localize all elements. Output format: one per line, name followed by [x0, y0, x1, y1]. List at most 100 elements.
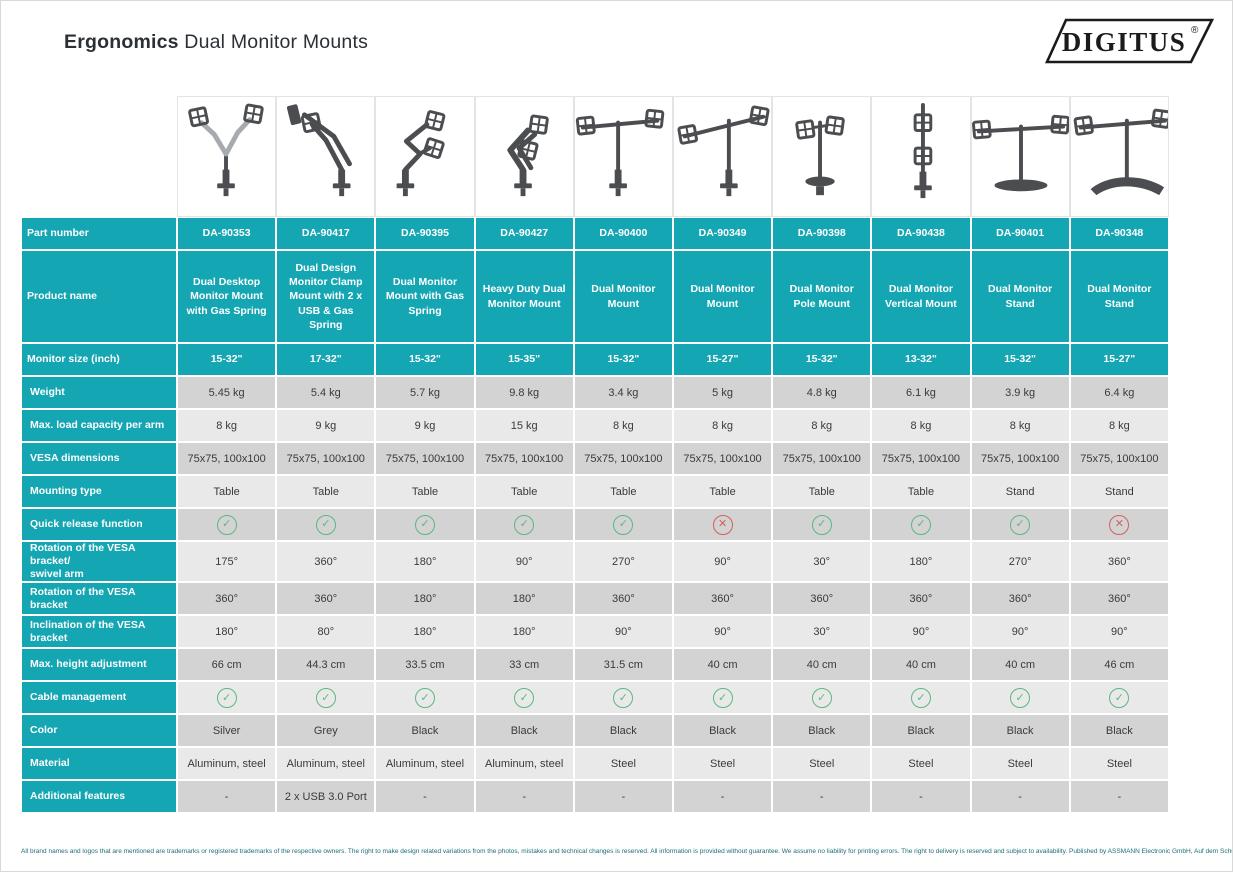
row-label-mounting: Mounting type	[21, 475, 178, 508]
cell-quick_release-DA-90353: ✓	[177, 508, 277, 541]
cell-height-DA-90400: 31.5 cm	[573, 648, 673, 682]
row-mounting: Mounting type Table Table Table Table Table Ta…	[21, 475, 1169, 508]
cell-material-DA-90401: Steel	[970, 747, 1070, 781]
cell-material-DA-90438: Steel	[871, 747, 971, 781]
row-rotation_swivel: Rotation of the VESA bracket/ swivel arm…	[21, 541, 1169, 583]
cell-vesa-DA-90395: 75x75, 100x100	[375, 442, 475, 475]
cell-product_name-DA-90395: Dual Monitor Mount with Gas Spring	[375, 250, 475, 343]
cell-rotation_swivel-DA-90401: 270°	[970, 541, 1070, 583]
cell-monitor_size-DA-90349: 15-27"	[672, 343, 773, 376]
cell-cable-DA-90353: ✓	[177, 681, 277, 715]
product-image-DA-90348	[1069, 96, 1169, 217]
cell-vesa-DA-90400: 75x75, 100x100	[573, 442, 673, 475]
cell-mounting-DA-90353: Table	[177, 475, 277, 508]
cell-monitor_size-DA-90400: 15-32"	[573, 343, 673, 376]
cell-max_load-DA-90427: 15 kg	[474, 409, 574, 442]
product-image-DA-90395	[375, 96, 475, 217]
cell-vesa-DA-90353: 75x75, 100x100	[177, 442, 277, 475]
cell-part_number-DA-90438: DA-90438	[871, 217, 971, 250]
cell-cable-DA-90401: ✓	[970, 681, 1070, 715]
product-image-DA-90438	[871, 96, 971, 217]
cell-color-DA-90400: Black	[573, 714, 673, 748]
cell-cable-DA-90438: ✓	[871, 681, 971, 715]
cell-monitor_size-DA-90395: 15-32"	[375, 343, 475, 376]
cell-height-DA-90348: 46 cm	[1069, 648, 1169, 682]
cell-weight-DA-90400: 3.4 kg	[573, 376, 673, 409]
cell-part_number-DA-90401: DA-90401	[970, 217, 1070, 250]
cell-weight-DA-90349: 5 kg	[672, 376, 773, 409]
cell-features-DA-90417: 2 x USB 3.0 Port	[276, 780, 376, 814]
row-height: Max. height adjustment 66 cm 44.3 cm 33.5 c…	[21, 648, 1169, 682]
cell-rotation_swivel-DA-90417: 360°	[276, 541, 376, 583]
check-icon: ✓	[315, 688, 336, 709]
cell-height-DA-90427: 33 cm	[474, 648, 574, 682]
cell-cable-DA-90395: ✓	[375, 681, 475, 715]
row-label-inclination: Inclination of the VESA bracket	[21, 615, 178, 649]
cell-weight-DA-90348: 6.4 kg	[1069, 376, 1169, 409]
cell-cable-DA-90427: ✓	[474, 681, 574, 715]
row-color: Color Silver Grey Black Black Black Black Black…	[21, 714, 1169, 748]
cell-rotation_swivel-DA-90395: 180°	[375, 541, 475, 583]
cell-inclination-DA-90400: 90°	[573, 615, 673, 649]
check-icon: ✓	[1109, 688, 1130, 709]
cell-product_name-DA-90398: Dual Monitor Pole Mount	[772, 250, 872, 343]
cell-part_number-DA-90348: DA-90348	[1069, 217, 1169, 250]
cell-part_number-DA-90417: DA-90417	[276, 217, 376, 250]
cell-cable-DA-90349: ✓	[672, 681, 773, 715]
row-product_name: Product name Dual Desktop Monitor Mount w…	[21, 250, 1169, 343]
cell-features-DA-90353: -	[177, 780, 277, 814]
cell-weight-DA-90353: 5.45 kg	[177, 376, 277, 409]
cell-rotation_swivel-DA-90400: 270°	[573, 541, 673, 583]
cell-features-DA-90438: -	[871, 780, 971, 814]
cell-material-DA-90400: Steel	[573, 747, 673, 781]
cross-icon: ✕	[712, 514, 733, 535]
cell-product_name-DA-90353: Dual Desktop Monitor Mount with Gas Spri…	[177, 250, 277, 343]
cell-vesa-DA-90348: 75x75, 100x100	[1069, 442, 1169, 475]
cell-max_load-DA-90349: 8 kg	[672, 409, 773, 442]
row-vesa: VESA dimensions 75x75, 100x100 75x75, 100x…	[21, 442, 1169, 475]
cell-mounting-DA-90427: Table	[474, 475, 574, 508]
cell-color-DA-90349: Black	[672, 714, 773, 748]
cell-material-DA-90427: Aluminum, steel	[474, 747, 574, 781]
cell-max_load-DA-90401: 8 kg	[970, 409, 1070, 442]
cell-height-DA-90395: 33.5 cm	[375, 648, 475, 682]
row-label-color: Color	[21, 714, 178, 748]
cell-mounting-DA-90348: Stand	[1069, 475, 1169, 508]
cell-cable-DA-90417: ✓	[276, 681, 376, 715]
cell-product_name-DA-90400: Dual Monitor Mount	[573, 250, 673, 343]
cell-monitor_size-DA-90401: 15-32"	[970, 343, 1070, 376]
cell-mounting-DA-90438: Table	[871, 475, 971, 508]
cell-max_load-DA-90438: 8 kg	[871, 409, 971, 442]
product-image-DA-90400	[573, 96, 673, 217]
cell-quick_release-DA-90348: ✕	[1069, 508, 1169, 541]
check-icon: ✓	[811, 688, 832, 709]
registered-mark: ®	[1191, 25, 1199, 36]
cell-material-DA-90395: Aluminum, steel	[375, 747, 475, 781]
cell-vesa-DA-90427: 75x75, 100x100	[474, 442, 574, 475]
row-weight: Weight 5.45 kg 5.4 kg 5.7 kg 9.8 kg 3.4 kg 5 k…	[21, 376, 1169, 409]
cell-quick_release-DA-90349: ✕	[672, 508, 773, 541]
cell-mounting-DA-90417: Table	[276, 475, 376, 508]
cell-mounting-DA-90349: Table	[672, 475, 773, 508]
check-icon: ✓	[514, 514, 535, 535]
cell-monitor_size-DA-90438: 13-32"	[871, 343, 971, 376]
check-icon: ✓	[613, 514, 634, 535]
cell-vesa-DA-90417: 75x75, 100x100	[276, 442, 376, 475]
cell-quick_release-DA-90438: ✓	[871, 508, 971, 541]
cell-features-DA-90427: -	[474, 780, 574, 814]
brand-text: DIGITUS	[1062, 27, 1187, 57]
check-icon: ✓	[910, 514, 931, 535]
row-label-product_name: Product name	[21, 250, 178, 343]
cell-inclination-DA-90417: 80°	[276, 615, 376, 649]
cell-product_name-DA-90401: Dual Monitor Stand	[970, 250, 1070, 343]
cell-monitor_size-DA-90353: 15-32"	[177, 343, 277, 376]
cell-inclination-DA-90398: 30°	[772, 615, 872, 649]
cell-inclination-DA-90401: 90°	[970, 615, 1070, 649]
cell-material-DA-90348: Steel	[1069, 747, 1169, 781]
cell-rotation_bracket-DA-90353: 360°	[177, 582, 277, 616]
check-icon: ✓	[414, 688, 435, 709]
row-label-max_load: Max. load capacity per arm	[21, 409, 178, 442]
cell-vesa-DA-90401: 75x75, 100x100	[970, 442, 1070, 475]
cell-part_number-DA-90400: DA-90400	[573, 217, 673, 250]
